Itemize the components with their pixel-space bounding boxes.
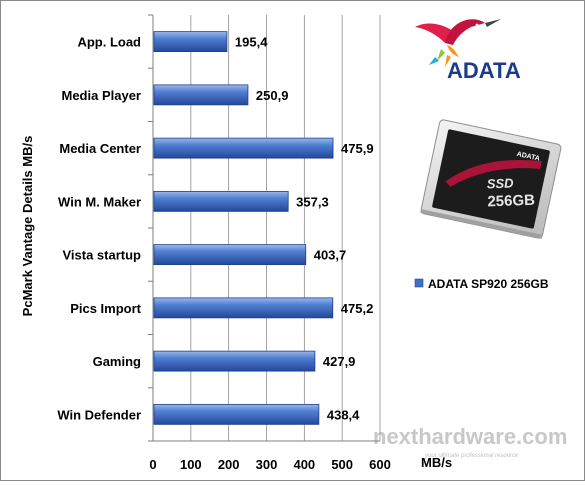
grid-lines — [148, 14, 381, 442]
bar — [153, 84, 249, 106]
value-label: 195,4 — [235, 35, 268, 50]
hummingbird-icon — [415, 19, 501, 67]
bar — [153, 403, 320, 425]
value-labels: 195,4 250,9 475,9 357,3 403,7 475,2 427,9 438,4 — [235, 35, 374, 423]
bar — [153, 244, 307, 266]
x-tick-label: 600 — [369, 457, 391, 472]
category-label: Vista startup — [62, 248, 141, 263]
y-axis-title: PcMark Vantage Details MB/s — [20, 136, 35, 317]
x-tick-label: 100 — [180, 457, 202, 472]
x-tick-label: 500 — [331, 457, 353, 472]
x-axis-title: MB/s — [421, 455, 452, 470]
legend: ADATA SP920 256GB — [414, 277, 549, 291]
x-tick-labels: 0 100 200 300 400 500 600 — [149, 457, 390, 472]
category-label: Media Center — [59, 141, 141, 156]
value-label: 438,4 — [327, 407, 360, 422]
logo-text: ADATA — [447, 58, 521, 83]
category-label: Win Defender — [57, 407, 141, 422]
category-label: App. Load — [77, 35, 141, 50]
value-label: 250,9 — [256, 88, 289, 103]
x-tick-label: 300 — [256, 457, 278, 472]
bar — [153, 190, 289, 212]
legend-label: ADATA SP920 256GB — [428, 277, 549, 291]
bar — [153, 137, 334, 159]
category-label: Win M. Maker — [58, 194, 141, 209]
ssd-capacity: 256GB — [487, 192, 535, 211]
category-labels: App. Load Media Player Media Center Win M. … — [57, 35, 141, 423]
value-label: 475,9 — [341, 141, 374, 156]
ssd-badge: SSD — [487, 175, 515, 191]
category-label: Pics Import — [70, 301, 141, 316]
ssd-product-image: ADATA SSD 256GB — [420, 119, 562, 239]
bar — [153, 350, 316, 372]
watermark-text: nexthardware.com — [373, 424, 567, 449]
bars — [153, 31, 334, 425]
category-label: Media Player — [62, 88, 142, 103]
adata-logo: ADATA — [415, 19, 521, 83]
watermark-subtext: your ultimate professional resource — [424, 453, 519, 459]
value-label: 403,7 — [314, 248, 347, 263]
value-label: 475,2 — [341, 301, 374, 316]
ssd-brand-label: ADATA — [516, 151, 540, 163]
legend-swatch — [414, 278, 424, 288]
category-label: Gaming — [93, 354, 141, 369]
bar — [153, 297, 334, 319]
watermark: nexthardware.com your ultimate professio… — [373, 424, 567, 459]
x-tick-label: 200 — [218, 457, 240, 472]
x-tick-label: 0 — [149, 457, 156, 472]
value-label: 427,9 — [323, 354, 356, 369]
value-label: 357,3 — [296, 194, 329, 209]
bar — [153, 31, 228, 53]
x-tick-label: 400 — [293, 457, 315, 472]
